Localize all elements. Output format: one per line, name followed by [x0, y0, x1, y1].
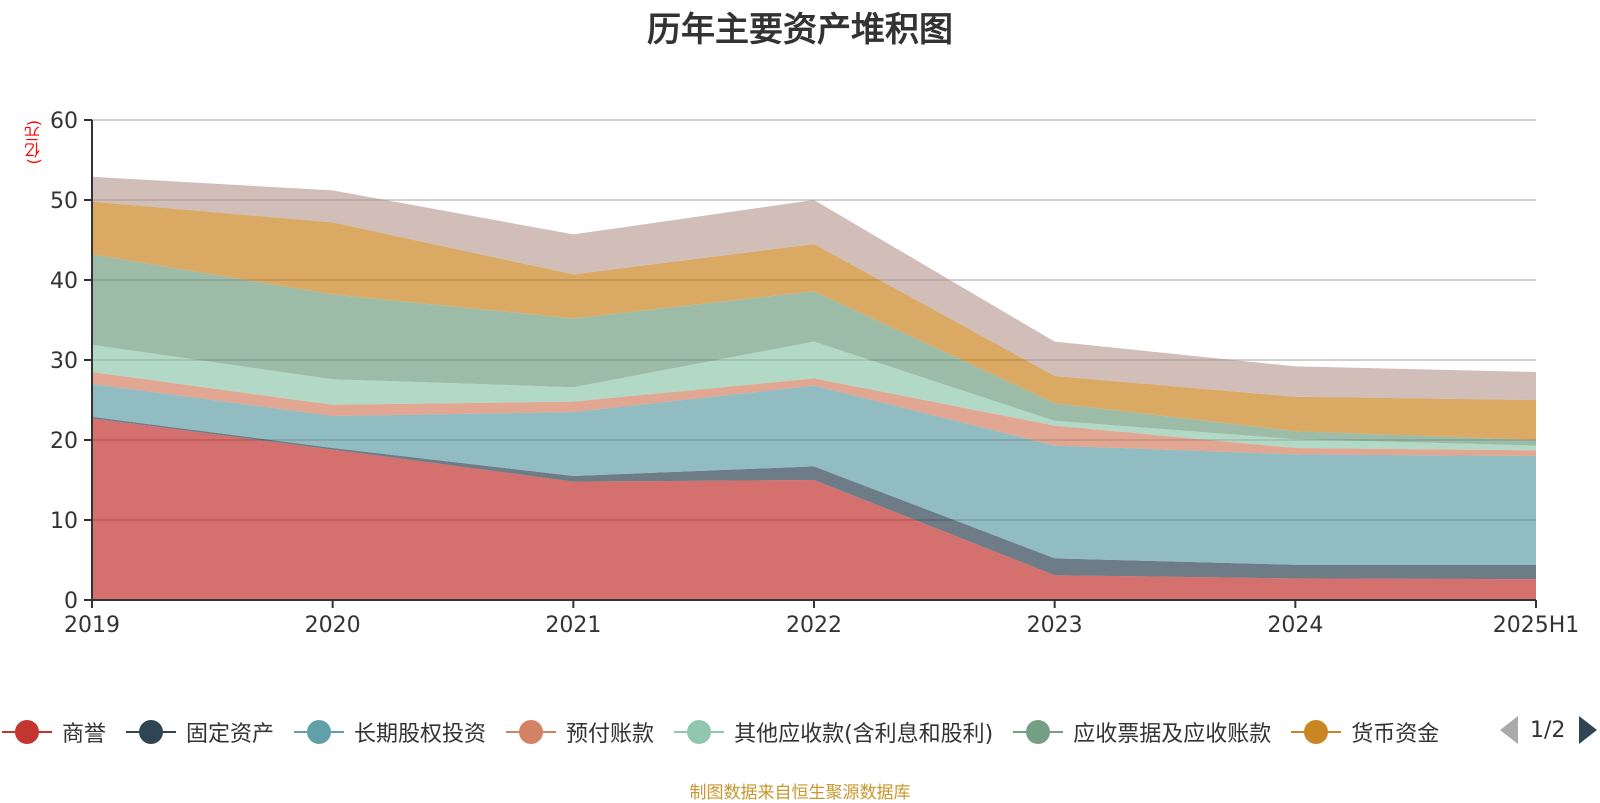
legend-label: 货币资金 [1351, 722, 1440, 747]
legend-marker-icon [1013, 719, 1064, 745]
legend-pager: 1/2 [1500, 716, 1598, 744]
legend-label: 固定资产 [186, 722, 275, 747]
legend: 商誉 固定资产 长期股权投资 预付账款 其他应收款(含利息和股利) 应收票据及应收账款 货币… [0, 716, 1480, 752]
area-series [92, 119, 1536, 600]
x-tick-label: 2021 [545, 613, 601, 638]
legend-label: 应收票据及应收账款 [1073, 722, 1272, 747]
legend-page-indicator: 1/2 [1530, 717, 1566, 743]
legend-marker-icon [506, 719, 557, 745]
legend-prev-page-icon[interactable] [1500, 716, 1518, 744]
axes [84, 119, 1537, 608]
y-tick-labels: 0 10 20 30 40 50 60 [50, 109, 78, 614]
legend-marker-icon [126, 719, 177, 745]
legend-label: 长期股权投资 [354, 722, 487, 747]
legend-item[interactable]: 应收票据及应收账款 [1013, 716, 1271, 748]
legend-item[interactable]: 预付账款 [506, 716, 654, 748]
legend-label: 商誉 [62, 722, 107, 747]
x-tick-label: 2024 [1267, 613, 1323, 638]
y-tick-label: 0 [64, 589, 78, 614]
y-tick-label: 40 [50, 269, 78, 294]
y-tick-label: 30 [50, 349, 78, 374]
legend-label: 预付账款 [566, 722, 655, 747]
data-source-footer: 制图数据来自恒生聚源数据库 [689, 783, 911, 803]
x-tick-label: 2022 [786, 613, 842, 638]
legend-marker-icon [1291, 719, 1342, 745]
y-tick-label: 50 [50, 189, 78, 214]
legend-item[interactable]: 长期股权投资 [294, 716, 486, 748]
legend-item[interactable]: 固定资产 [126, 716, 274, 748]
x-tick-label: 2020 [305, 613, 361, 638]
x-tick-label: 2019 [64, 613, 120, 638]
area-series-4 [92, 341, 1536, 451]
area-series-2 [92, 384, 1536, 565]
x-tick-label: 2023 [1027, 613, 1083, 638]
x-tick-labels: 2019 2020 2021 2022 2023 2024 2025H1 [64, 613, 1579, 638]
area-series-7 [92, 176, 1536, 400]
area-series-3 [92, 372, 1536, 456]
legend-marker-icon [294, 719, 345, 745]
legend-item[interactable]: 商誉 [2, 716, 106, 748]
y-tick-label: 60 [50, 109, 78, 134]
legend-label: 其他应收款(含利息和股利) [734, 722, 994, 747]
legend-marker-icon [2, 719, 52, 745]
y-tick-label: 20 [50, 429, 78, 454]
legend-marker-icon [674, 719, 725, 745]
y-tick-label: 10 [50, 509, 78, 534]
area-series-5 [92, 254, 1536, 446]
x-tick-label: 2025H1 [1493, 613, 1580, 638]
legend-next-page-icon[interactable] [1579, 716, 1598, 744]
legend-item[interactable]: 其他应收款(含利息和股利) [674, 716, 993, 748]
legend-item[interactable]: 货币资金 [1291, 716, 1439, 748]
chart-title: 历年主要资产堆积图 [647, 10, 953, 50]
area-series-0 [92, 418, 1536, 600]
area-series-6 [92, 201, 1536, 440]
